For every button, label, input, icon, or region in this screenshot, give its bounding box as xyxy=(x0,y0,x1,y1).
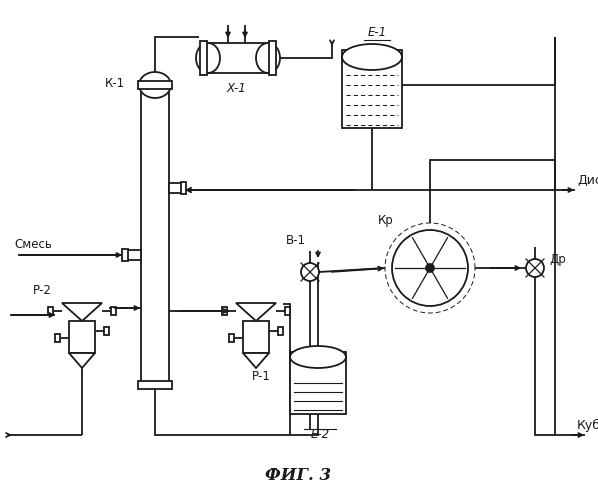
Bar xyxy=(229,334,234,342)
Text: Е-1: Е-1 xyxy=(367,26,386,39)
Bar xyxy=(200,41,207,75)
Bar xyxy=(269,41,276,75)
Ellipse shape xyxy=(139,72,171,98)
Bar xyxy=(127,250,141,260)
Bar xyxy=(104,327,109,335)
Polygon shape xyxy=(69,353,95,368)
Ellipse shape xyxy=(342,44,402,70)
Text: Р-1: Р-1 xyxy=(252,370,270,383)
Circle shape xyxy=(426,264,434,272)
Text: В-1: В-1 xyxy=(286,234,306,247)
Bar xyxy=(181,182,186,194)
Text: ФИГ. 3: ФИГ. 3 xyxy=(265,467,331,484)
Text: Кр: Кр xyxy=(378,214,393,227)
Bar xyxy=(55,334,60,342)
Circle shape xyxy=(526,259,544,277)
Text: Дистиллят: Дистиллят xyxy=(577,174,598,187)
Text: К-1: К-1 xyxy=(105,77,125,90)
Bar xyxy=(138,381,172,389)
Bar xyxy=(278,327,283,335)
Bar xyxy=(138,81,172,89)
Bar xyxy=(48,307,53,315)
Ellipse shape xyxy=(256,43,280,73)
Bar xyxy=(222,307,227,315)
Text: Х-1: Х-1 xyxy=(226,82,246,95)
Text: Др: Др xyxy=(549,254,566,266)
Ellipse shape xyxy=(290,346,346,368)
Polygon shape xyxy=(243,353,269,368)
Text: Е-2: Е-2 xyxy=(310,428,329,441)
Polygon shape xyxy=(62,303,102,321)
Text: Куб.остаток: Куб.остаток xyxy=(577,419,598,432)
Circle shape xyxy=(392,230,468,306)
Bar xyxy=(169,183,183,193)
Bar xyxy=(208,43,268,73)
Circle shape xyxy=(301,263,319,281)
Bar xyxy=(122,249,128,261)
Polygon shape xyxy=(236,303,276,321)
Bar xyxy=(290,352,346,414)
Bar xyxy=(243,321,269,353)
Bar xyxy=(141,85,169,385)
Text: Р-2: Р-2 xyxy=(33,284,52,297)
Bar xyxy=(342,50,402,128)
Text: Смесь: Смесь xyxy=(14,238,52,251)
Bar xyxy=(111,307,116,315)
Ellipse shape xyxy=(196,43,220,73)
Bar xyxy=(69,321,95,353)
Bar xyxy=(285,307,290,315)
